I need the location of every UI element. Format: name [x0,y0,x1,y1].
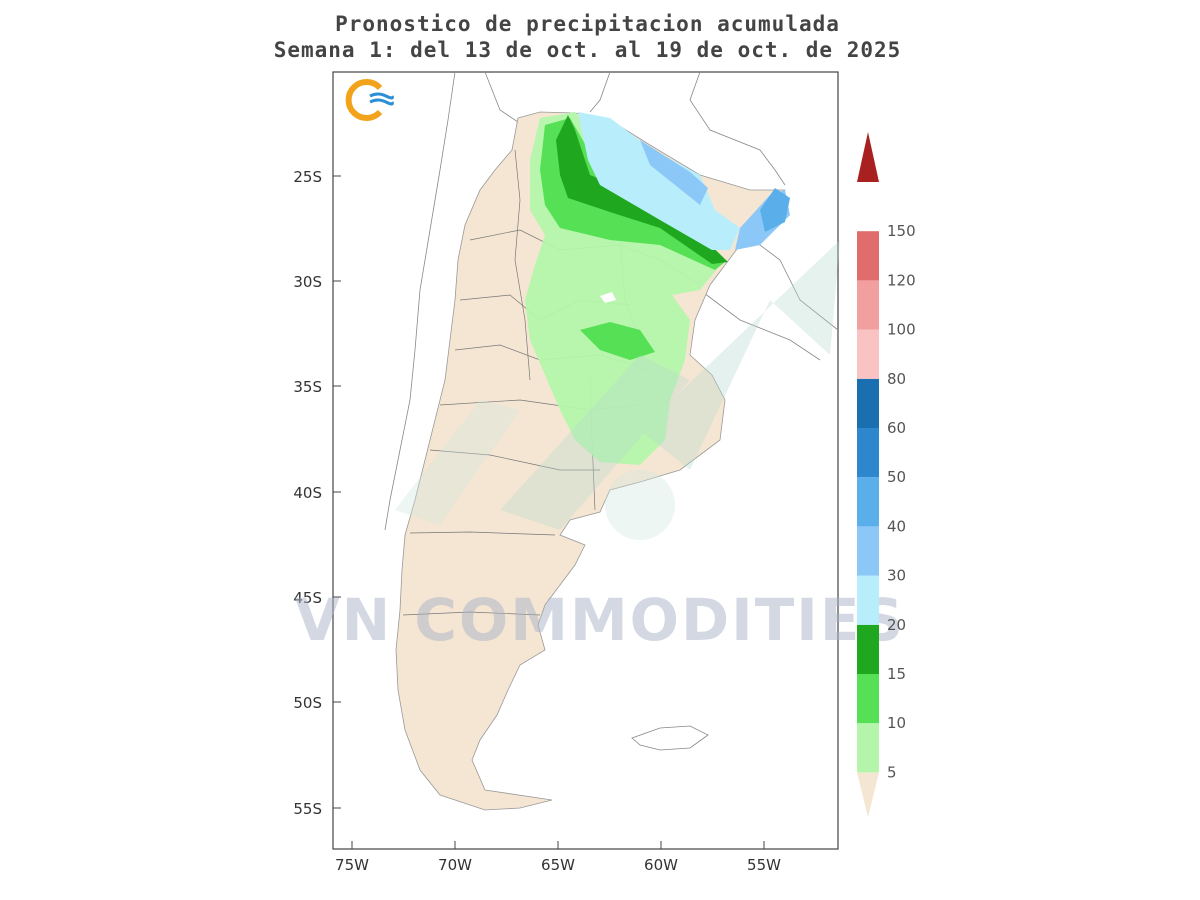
colorbar-cap-high [857,132,879,182]
colorbar-segment [857,329,879,379]
lat-label-30s: 30S [293,273,322,291]
precip-zone-10-15-central [580,322,655,360]
wave-sun-logo-icon [345,79,394,121]
colorbar-segment [857,231,879,281]
colorbar-label: 40 [887,517,906,535]
lake-dot [600,292,616,303]
colorbar-segment [857,575,879,625]
colorbar-label: 50 [887,468,906,486]
colorbar-segment [857,428,879,478]
precip-zone-40-50 [760,188,790,232]
colorbar-label: 15 [887,665,906,683]
lon-label-75w: 75W [335,856,369,874]
neighbor-borders [384,71,839,531]
lat-label-40s: 40S [293,484,322,502]
lon-label-70w: 70W [438,856,472,874]
lat-label-35s: 35S [293,378,322,396]
colorbar-label: 20 [887,616,906,634]
colorbar-cap-low [857,772,879,818]
colorbar-label: 120 [887,271,916,289]
falkland-islands [631,725,709,751]
lon-label-55w: 55W [747,856,781,874]
precip-zone-20-30 [578,112,740,250]
watermark-text: VN COMMODITIES [295,586,906,654]
colorbar-segment [857,477,879,527]
precip-colorbar: 5 10 15 20 30 40 50 60 80 100 120 150 [857,132,916,818]
lat-label-50s: 50S [293,694,322,712]
colorbar-label: 80 [887,370,906,388]
map-title: Pronostico de precipitacion acumulada [335,12,840,36]
colorbar-label: 150 [887,222,916,240]
colorbar-segment [857,378,879,428]
watermark-logo-icon [395,240,840,540]
lat-label-55s: 55S [293,800,322,818]
colorbar-label: 5 [887,763,897,781]
lat-axis [333,175,341,809]
lat-label-45s: 45S [293,589,322,607]
colorbar-segment [857,280,879,330]
colorbar-segment [857,674,879,724]
colorbar-segment [857,723,879,773]
lat-label-25s: 25S [293,168,322,186]
lon-label-60w: 60W [644,856,678,874]
colorbar-label: 30 [887,567,906,585]
precip-zone-30-40 [640,140,708,205]
colorbar-label: 100 [887,321,916,339]
colorbar-label: 10 [887,714,906,732]
lon-axis [351,841,765,849]
colorbar-segment [857,526,879,576]
map-subtitle: Semana 1: del 13 de oct. al 19 de oct. d… [273,38,902,62]
colorbar-segment [857,624,879,674]
lon-label-65w: 65W [541,856,575,874]
colorbar-label: 60 [887,419,906,437]
